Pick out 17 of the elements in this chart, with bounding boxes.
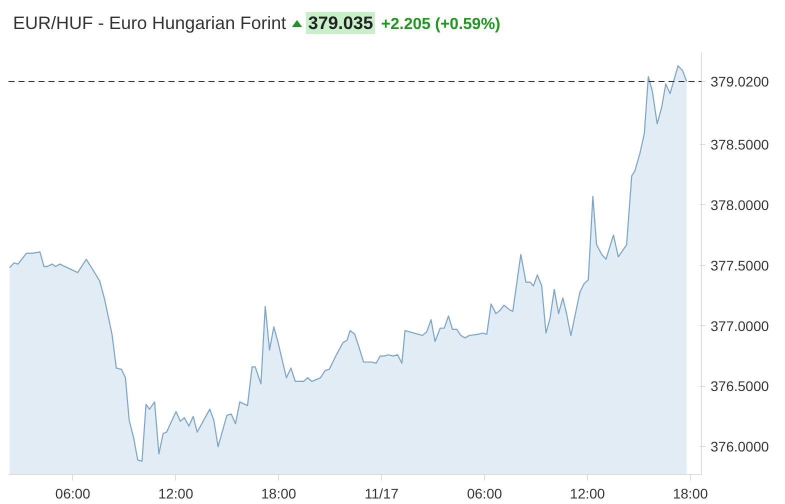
ref-line-label: 379.0200 — [710, 74, 770, 90]
y-tick-label: 376.0000 — [710, 438, 770, 455]
text: 379.035 — [306, 12, 376, 34]
x-tick-label: 18:00 — [672, 486, 708, 502]
x-tick-label: 06:00 — [466, 486, 502, 502]
y-tick-label: 376.5000 — [710, 378, 770, 394]
x-tick-label: 12:00 — [570, 486, 606, 502]
chart-title: EUR/HUF - Euro Hungarian Forint — [13, 13, 286, 33]
x-tick-label: 12:00 — [158, 486, 194, 502]
y-tick-label: 378.0000 — [710, 196, 770, 213]
text: +2.205 (+0.59%) — [381, 16, 500, 33]
x-tick-label: 06:00 — [55, 486, 91, 502]
y-tick-label: 377.0000 — [710, 318, 770, 334]
x-tick-label: 11/17 — [364, 486, 399, 502]
x-tick-label: 18:00 — [261, 486, 296, 502]
y-tick-label: 378.5000 — [710, 136, 770, 152]
y-tick-label: 377.5000 — [710, 257, 770, 274]
